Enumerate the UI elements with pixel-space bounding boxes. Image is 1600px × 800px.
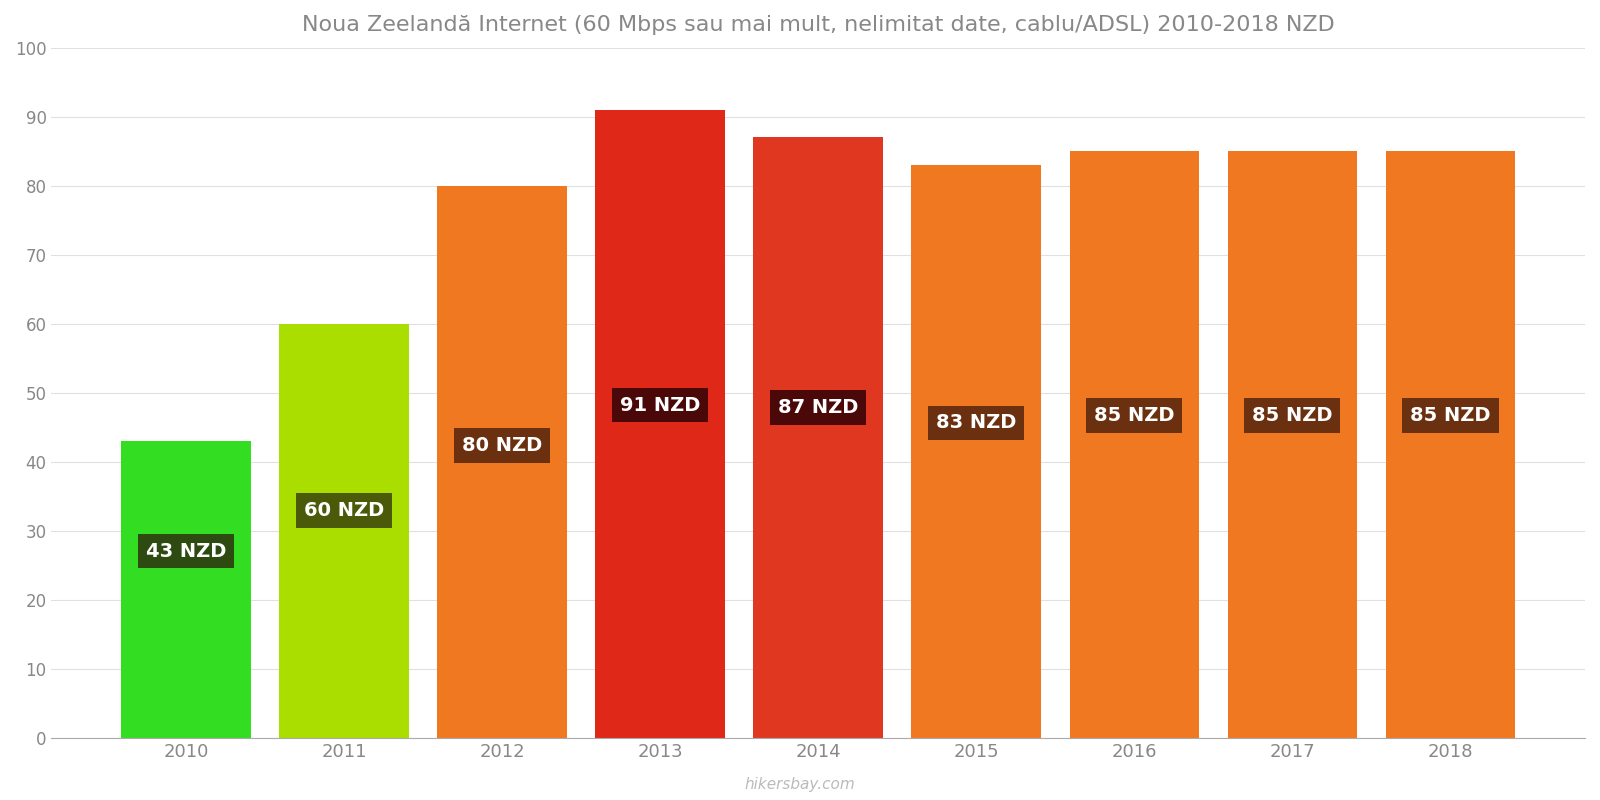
- Text: 85 NZD: 85 NZD: [1094, 406, 1174, 425]
- Text: 85 NZD: 85 NZD: [1410, 406, 1491, 425]
- Text: 60 NZD: 60 NZD: [304, 501, 384, 520]
- Bar: [595, 110, 725, 738]
- Bar: [754, 138, 883, 738]
- Text: 87 NZD: 87 NZD: [778, 398, 859, 418]
- Text: 43 NZD: 43 NZD: [146, 542, 226, 561]
- Bar: [912, 165, 1042, 738]
- Bar: [122, 442, 251, 738]
- Bar: [280, 324, 410, 738]
- Bar: [1227, 151, 1357, 738]
- Bar: [1386, 151, 1515, 738]
- Text: 80 NZD: 80 NZD: [462, 436, 542, 455]
- Title: Noua Zeelandă Internet (60 Mbps sau mai mult, nelimitat date, cablu/ADSL) 2010-2: Noua Zeelandă Internet (60 Mbps sau mai …: [302, 15, 1334, 35]
- Bar: [1069, 151, 1198, 738]
- Bar: [437, 186, 566, 738]
- Text: 85 NZD: 85 NZD: [1253, 406, 1333, 425]
- Text: hikersbay.com: hikersbay.com: [744, 777, 856, 792]
- Text: 83 NZD: 83 NZD: [936, 414, 1016, 433]
- Text: 91 NZD: 91 NZD: [619, 396, 701, 414]
